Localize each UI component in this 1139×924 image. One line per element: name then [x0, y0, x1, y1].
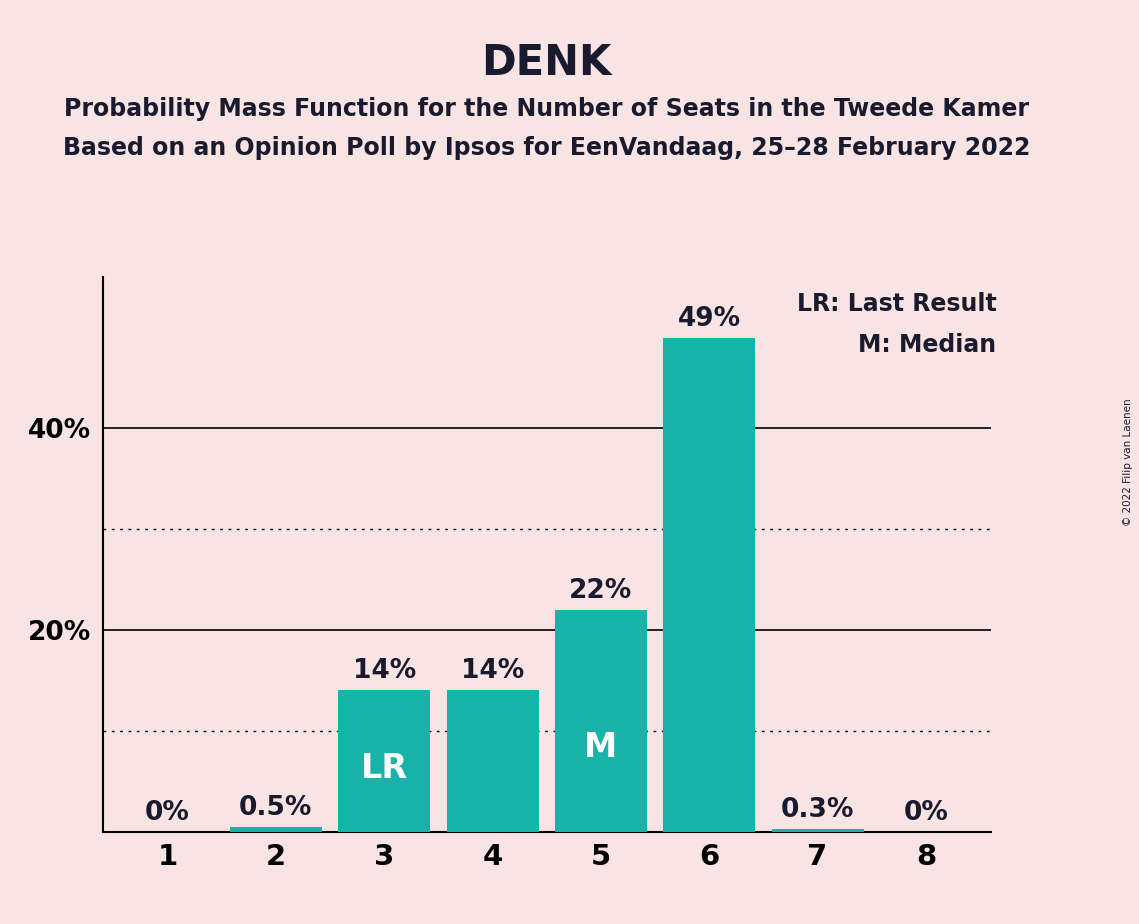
- Text: Based on an Opinion Poll by Ipsos for EenVandaag, 25–28 February 2022: Based on an Opinion Poll by Ipsos for Ee…: [63, 136, 1031, 160]
- Text: M: M: [584, 731, 617, 764]
- Text: 0%: 0%: [903, 799, 949, 825]
- Bar: [446, 690, 539, 832]
- Text: 14%: 14%: [461, 659, 524, 685]
- Bar: [338, 690, 431, 832]
- Bar: [771, 829, 863, 832]
- Text: 0.3%: 0.3%: [781, 796, 854, 822]
- Text: 22%: 22%: [570, 578, 632, 603]
- Text: 14%: 14%: [353, 659, 416, 685]
- Text: 0%: 0%: [145, 799, 190, 825]
- Bar: [230, 827, 322, 832]
- Bar: [663, 337, 755, 832]
- Text: DENK: DENK: [482, 42, 612, 83]
- Text: Probability Mass Function for the Number of Seats in the Tweede Kamer: Probability Mass Function for the Number…: [64, 97, 1030, 121]
- Text: 49%: 49%: [678, 306, 740, 332]
- Text: 0.5%: 0.5%: [239, 795, 312, 821]
- Text: LR: LR: [361, 751, 408, 784]
- Bar: [555, 610, 647, 832]
- Text: © 2022 Filip van Laenen: © 2022 Filip van Laenen: [1123, 398, 1133, 526]
- Text: M: Median: M: Median: [858, 333, 997, 357]
- Text: LR: Last Result: LR: Last Result: [796, 292, 997, 316]
